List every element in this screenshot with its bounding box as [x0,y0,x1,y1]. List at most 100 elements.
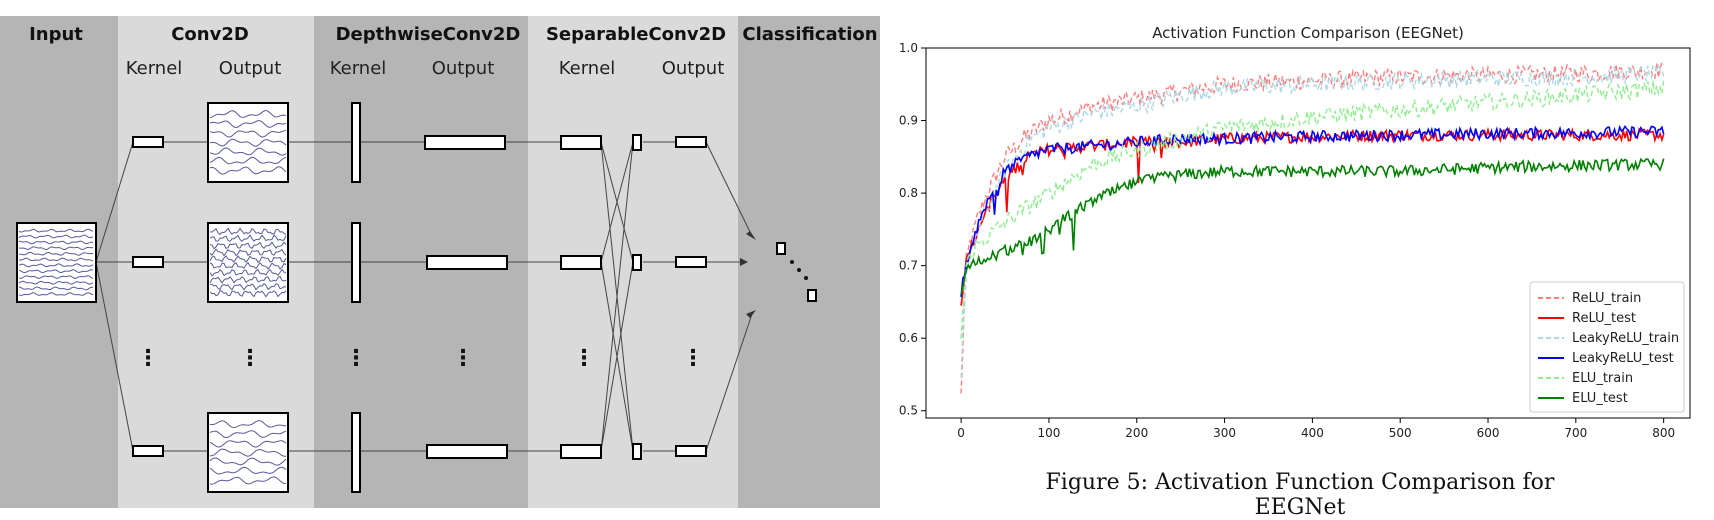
depthwise-kernel-3 [351,412,361,493]
section-bg-classification [738,16,880,508]
y-tick-label: 1.0 [899,41,918,55]
depthwise-output-label: Output [432,58,495,79]
classification-node-1 [776,242,786,255]
legend-box [1529,281,1685,413]
eeg-wave-trace [209,440,287,448]
eeg-wave-trace [209,130,287,138]
section-title-classification: Classification [742,24,877,45]
eeg-wave-trace [209,166,287,175]
y-tick-label: 0.9 [899,114,918,128]
ellipsis-conv2d-kernel: ⋮ [137,346,159,371]
legend-label: LeakyReLU_test [1572,351,1674,366]
eeg-wave-trace [18,228,94,233]
eeg-wave-trace [209,275,287,284]
depthwise-output-1 [424,135,506,150]
eeg-wave-trace [18,292,94,297]
chart-legend: ReLU_train ReLU_test LeakyReLU_train LeakyR… [1529,281,1685,413]
depthwise-kernel-label: Kernel [330,58,387,79]
x-tick-label: 0 [957,426,965,440]
legend-label: ELU_train [1572,371,1633,386]
series-line-leakyrelu-train [960,63,1665,379]
classification-dots [790,260,808,280]
y-tick-label: 0.7 [899,259,918,273]
eeg-wave-trace [209,156,287,165]
eeg-wave-trace [18,275,94,280]
separable-kernel-1 [560,135,602,150]
section-title-depthwise: DepthwiseConv2D [336,24,521,45]
eeg-wave-trace [209,448,287,457]
eeg-wave-trace [18,263,94,268]
eeg-wave-trace [209,109,287,119]
ellipsis-depthwise-kernel: ⋮ [345,346,367,371]
ellipsis-separable-output: ⋮ [682,346,704,371]
depthwise-output-2 [426,255,508,270]
eeg-wave-trace [209,476,287,485]
depthwise-kernel-1 [351,102,361,183]
separable-kernel-3 [560,444,602,459]
section-title-separable: SeparableConv2D [546,24,726,45]
legend-label: ELU_test [1572,391,1628,406]
eeg-wave-trace [209,147,287,156]
eeg-wave-trace [18,257,94,262]
eeg-wave-trace [209,120,287,129]
eeg-wave-trace [18,246,94,251]
eeg-wave-trace [18,251,94,256]
x-tick-label: 100 [1037,426,1060,440]
eeg-wave-trace [18,240,94,245]
series-line-relu-test [960,126,1665,306]
series-line-leakyrelu-test [960,124,1665,297]
section-title-input: Input [29,24,83,45]
eeg-wave-trace [209,268,287,277]
conv2d-kernel-label: Kernel [126,58,183,79]
separable-output-2 [675,256,707,268]
y-axis-ticks: 0.5 0.6 0.7 0.8 0.9 1.0 [899,41,926,418]
legend-label: ReLU_train [1572,291,1641,306]
x-tick-label: 500 [1389,426,1412,440]
classification-node-2 [807,289,817,302]
x-tick-label: 400 [1301,426,1324,440]
classification-arrowheads [740,231,756,318]
y-tick-label: 0.5 [899,404,918,418]
eeg-wave-trace [209,138,287,147]
y-tick-label: 0.6 [899,331,918,345]
conv2d-output-label: Output [219,58,282,79]
eeg-wave-trace [209,466,287,475]
section-title-conv2d: Conv2D [171,24,249,45]
eeg-wave-trace [209,227,287,236]
depthwise-output-3 [426,444,508,459]
eeg-wave-trace [209,241,287,250]
series-line-elu-train [960,80,1665,339]
eeg-wave-trace [209,255,287,264]
legend-label: LeakyReLU_train [1572,331,1679,346]
separable-pointwise-3 [632,443,642,460]
eeg-wave-trace [209,234,287,243]
eeg-wave-trace [209,420,287,429]
x-tick-label: 700 [1564,426,1587,440]
conv2d-kernel-1 [132,136,164,148]
ellipsis-conv2d-output: ⋮ [239,346,261,371]
eeg-wave-trace [18,269,94,274]
x-tick-label: 300 [1213,426,1236,440]
separable-kernel-2 [560,255,602,270]
separable-output-3 [675,445,707,457]
eeg-wave-trace [209,283,287,291]
eeg-wave-trace [209,261,287,270]
conv2d-output-1-waves [209,109,287,175]
separable-pointwise-2 [632,254,642,271]
eeg-wave-trace [209,248,287,257]
ellipsis-separable-kernel: ⋮ [573,346,595,371]
input-eeg-waves [18,228,94,297]
y-tick-label: 0.8 [899,186,918,200]
depthwise-kernel-2 [351,222,361,303]
separable-kernel-label: Kernel [559,58,616,79]
x-tick-label: 200 [1125,426,1148,440]
eeg-wave-trace [209,430,287,439]
figure-caption: Figure 5: Activation Function Comparison… [1045,470,1555,520]
conv2d-output-3-waves [209,420,287,485]
series-line-elu-test [960,157,1665,295]
x-axis-ticks: 0 100 200 300 400 500 600 700 800 [957,418,1675,440]
eeg-wave-trace [209,457,287,466]
separable-output-label: Output [662,58,725,79]
chart-title: Activation Function Comparison (EEGNet) [1152,24,1464,42]
x-tick-label: 800 [1652,426,1675,440]
